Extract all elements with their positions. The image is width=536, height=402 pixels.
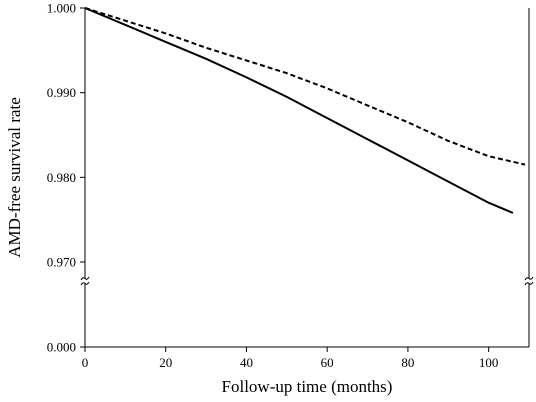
y-tick-label: 1.000: [47, 1, 76, 16]
y-tick-label: 0.970: [47, 255, 76, 270]
y-ticks: 0.000 0.970 0.980 0.990 1.000: [47, 1, 85, 355]
axis-break-mark: [80, 276, 90, 281]
axis-break-right: [524, 276, 534, 286]
series-line-solid: [84, 7, 514, 214]
y-tick-label: 0.000: [47, 340, 76, 355]
x-tick-label: 100: [479, 355, 499, 370]
plot-area: 0.000 0.970 0.980 0.990 1.000 0 20 40 60 80 100: [47, 1, 534, 370]
series-line-dashed: [84, 7, 526, 166]
axis-break-mark: [524, 276, 534, 281]
x-tick-label: 0: [82, 355, 89, 370]
series-group: [84, 7, 526, 214]
y-tick-label: 0.990: [47, 85, 76, 100]
axis-break-mark: [524, 281, 534, 286]
x-ticks: 0 20 40 60 80 100: [82, 347, 499, 370]
axis-break-mark: [80, 281, 90, 286]
y-tick-label: 0.980: [47, 170, 76, 185]
y-axis-title: AMD-free survival rate: [5, 97, 24, 258]
x-tick-label: 40: [240, 355, 253, 370]
x-tick-label: 20: [159, 355, 172, 370]
x-tick-label: 80: [401, 355, 414, 370]
x-tick-label: 60: [321, 355, 334, 370]
axis-break-left: [80, 276, 90, 286]
x-axis-title: Follow-up time (months): [222, 377, 393, 396]
